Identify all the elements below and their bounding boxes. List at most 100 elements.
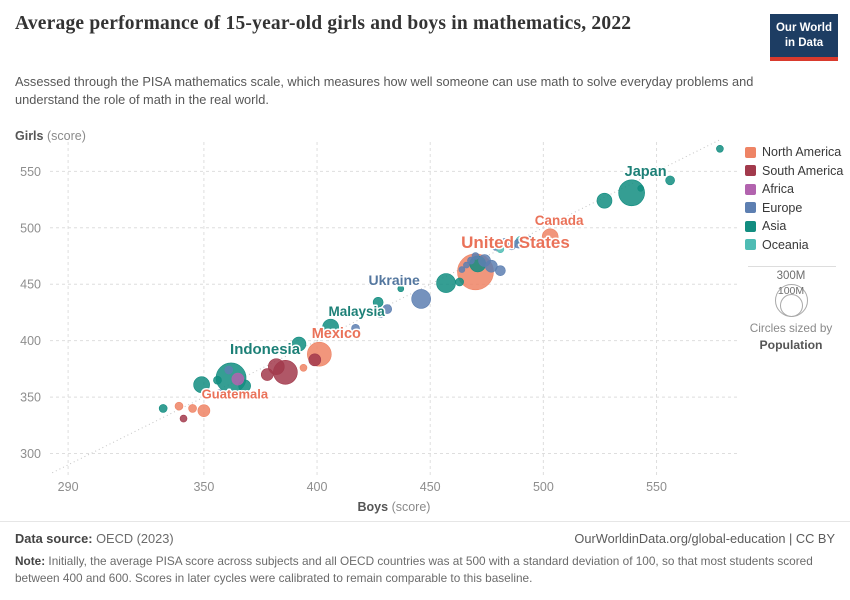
data-point[interactable] [188, 404, 197, 413]
size-legend-outer-value: 300M [776, 270, 806, 282]
data-source-line: Data source: OECD (2023) [15, 531, 174, 546]
data-point[interactable] [372, 296, 384, 308]
country-label-japan[interactable]: Japan [623, 162, 668, 181]
legend-swatch-icon [745, 239, 756, 251]
size-legend: 300M 100M Circles sized by Population [745, 270, 837, 354]
data-point[interactable] [455, 277, 464, 287]
data-point[interactable] [193, 376, 210, 393]
continent-legend: North America South America Africa Europe As… [745, 146, 850, 257]
owid-logo-box: Our World in Data [770, 14, 838, 57]
data-point[interactable] [637, 184, 644, 192]
data-point[interactable] [467, 256, 475, 265]
data-point[interactable] [382, 304, 393, 314]
data-point[interactable] [436, 273, 456, 293]
country-label-malaysia[interactable]: Malaysia [327, 303, 387, 321]
legend-item-label: South America [762, 163, 844, 178]
legend-swatch-icon [745, 220, 756, 232]
country-label-united-states[interactable]: United States [460, 231, 572, 253]
data-point[interactable] [215, 389, 225, 399]
legend-item-asia[interactable]: Asia [745, 220, 850, 233]
legend-swatch-icon [745, 146, 756, 158]
size-legend-caption: Circles sized by Population [745, 321, 837, 354]
legend-item-europe[interactable]: Europe [745, 201, 850, 215]
x-tick-label: 500 [533, 480, 554, 494]
data-point[interactable] [507, 241, 516, 251]
data-point[interactable] [471, 252, 480, 260]
country-label-mexico[interactable]: Mexico [310, 325, 362, 344]
data-point[interactable] [478, 254, 491, 267]
size-legend-caption-bold: Population [759, 337, 823, 352]
data-point[interactable] [231, 372, 245, 386]
data-point-japan[interactable] [618, 179, 645, 207]
legend-item-africa[interactable]: Africa [745, 183, 850, 196]
y-tick-label: 350 [20, 391, 41, 405]
legend-item-north-america[interactable]: North America [745, 146, 850, 159]
data-point[interactable] [376, 309, 385, 318]
grid-layer: 290 350 400 450 500 550 300 350 400 450 500 550 [20, 139, 738, 494]
footer-divider [0, 521, 850, 522]
footer-note: Note: Initially, the average PISA score … [15, 553, 837, 587]
data-point-ukraine[interactable] [411, 289, 431, 309]
owid-link[interactable]: OurWorldinData.org/global-education | CC… [574, 531, 835, 546]
owid-logo-line2: in Data [784, 36, 824, 49]
size-legend-caption-text: Circles sized by [749, 321, 833, 335]
data-point[interactable] [213, 375, 222, 385]
footer-note-text: Initially, the average PISA score across… [15, 554, 813, 586]
legend-item-label: Africa [762, 182, 794, 196]
data-point[interactable] [179, 414, 188, 423]
legend-swatch-icon [745, 165, 756, 177]
owid-logo[interactable]: Our World in Data [770, 14, 838, 61]
data-point[interactable] [308, 353, 322, 367]
legend-item-south-america[interactable]: South America [745, 163, 850, 178]
footer-note-label: Note: [15, 554, 46, 568]
y-tick-label: 500 [20, 221, 41, 235]
data-point[interactable] [351, 323, 360, 333]
y-axis-title: Girls (score) [15, 130, 86, 143]
data-point[interactable] [495, 265, 506, 276]
data-point-canada[interactable] [541, 228, 559, 246]
data-point[interactable] [158, 404, 168, 413]
legend-swatch-icon [745, 202, 756, 214]
scatter-chart: 290 350 400 450 500 550 300 350 400 450 500 550 Jap… [15, 130, 738, 514]
parity-diagonal-line [52, 139, 721, 474]
data-point[interactable] [458, 266, 466, 273]
page-title: Average performance of 15-year-old girls… [15, 13, 632, 34]
data-point-guatemala[interactable] [197, 404, 211, 417]
data-point[interactable] [268, 358, 285, 375]
data-point[interactable] [174, 401, 184, 411]
country-label-indonesia[interactable]: Indonesia [229, 339, 303, 359]
x-tick-label: 400 [307, 480, 328, 494]
x-tick-label: 350 [193, 480, 214, 494]
x-tick-label: 550 [646, 480, 667, 494]
data-point-malaysia[interactable] [322, 318, 339, 336]
data-point[interactable] [463, 261, 470, 269]
country-label-ukraine[interactable]: Ukraine [367, 270, 422, 289]
data-point[interactable] [564, 218, 573, 226]
data-point[interactable] [496, 245, 505, 254]
data-point[interactable] [299, 363, 308, 372]
data-point[interactable] [525, 235, 535, 245]
data-point[interactable] [665, 175, 675, 186]
legend-item-oceania[interactable]: Oceania [745, 238, 850, 252]
data-point[interactable] [716, 144, 724, 153]
size-legend-inner-value: 100M [777, 285, 805, 297]
y-tick-label: 400 [20, 334, 41, 348]
data-point[interactable] [501, 238, 509, 245]
data-point[interactable] [224, 365, 234, 375]
country-label-guatemala[interactable]: Guatemala [200, 385, 270, 403]
data-point[interactable] [260, 368, 274, 381]
country-label-canada[interactable]: Canada [533, 211, 585, 229]
y-tick-label: 450 [20, 278, 41, 292]
data-source-value: OECD (2023) [92, 531, 174, 546]
y-tick-label: 550 [20, 165, 41, 179]
data-point[interactable] [397, 285, 405, 293]
x-axis-title: Boys (score) [358, 500, 431, 514]
data-source-label: Data source: [15, 531, 93, 546]
data-point[interactable] [291, 336, 307, 352]
legend-swatch-icon [745, 183, 756, 195]
point-layer [158, 144, 724, 423]
data-point[interactable] [596, 192, 613, 209]
chart-subtitle: Assessed through the PISA mathematics sc… [15, 74, 754, 108]
x-tick-label: 290 [58, 480, 79, 494]
label-layer: Japan Malaysia Indonesia Ukraine Canada Unite… [200, 162, 668, 403]
